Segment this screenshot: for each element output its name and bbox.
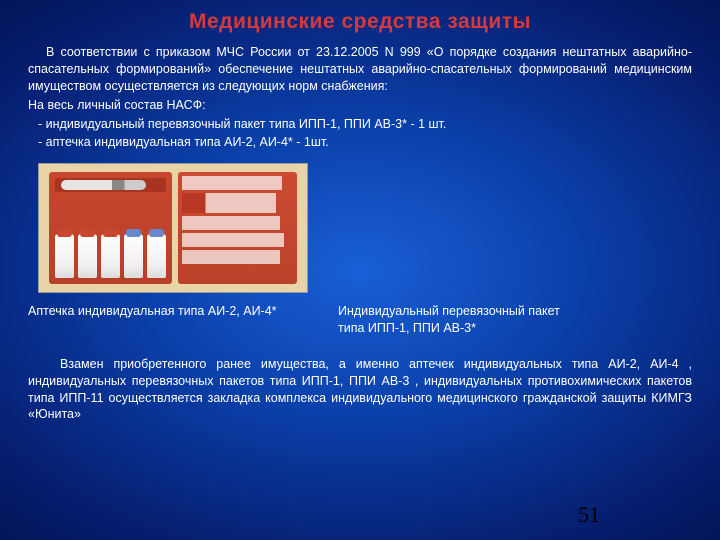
vial-2 (78, 234, 97, 278)
image-right-column: Индивидуальный перевязочный пакет типа И… (338, 163, 560, 336)
caption-right-line1: Индивидуальный перевязочный пакет (338, 304, 560, 318)
kit-label-1 (182, 176, 282, 190)
kit-label-3 (182, 216, 280, 230)
vial-4 (124, 234, 143, 278)
page-number: 51 (578, 502, 600, 528)
paragraph-bottom: Взамен приобретенного ранее имущества, а… (28, 356, 692, 424)
kit-right-panel (178, 172, 297, 284)
caption-left: Аптечка индивидуальная типа АИ-2, АИ-4* (28, 303, 308, 319)
slide-title: Медицинские средства защиты (28, 10, 692, 34)
slide-root: Медицинские средства защиты В соответств… (0, 0, 720, 540)
kit-label-4 (182, 233, 284, 247)
paragraph-heading: На весь личный состав НАСФ: (28, 97, 692, 114)
list-item-2: - аптечка индивидуальная типа АИ-2, АИ-4… (28, 134, 692, 151)
kit-label-2 (182, 193, 276, 213)
first-aid-kit-image (38, 163, 308, 293)
syringe-icon (61, 180, 146, 190)
kit-label-5 (182, 250, 280, 264)
image-row: Аптечка индивидуальная типа АИ-2, АИ-4* … (28, 163, 692, 336)
vial-5 (147, 234, 166, 278)
kit-open-view (49, 172, 297, 284)
vials-row (55, 234, 166, 278)
vial-1 (55, 234, 74, 278)
image-left-column: Аптечка индивидуальная типа АИ-2, АИ-4* (28, 163, 308, 319)
vial-3 (101, 234, 120, 278)
caption-right-line2: типа ИПП-1, ППИ АВ-3* (338, 321, 476, 335)
list-item-1: - индивидуальный перевязочный пакет типа… (28, 116, 692, 133)
paragraph-intro: В соответствии с приказом МЧС России от … (28, 44, 692, 95)
caption-right: Индивидуальный перевязочный пакет типа И… (338, 303, 560, 336)
kit-left-panel (49, 172, 172, 284)
